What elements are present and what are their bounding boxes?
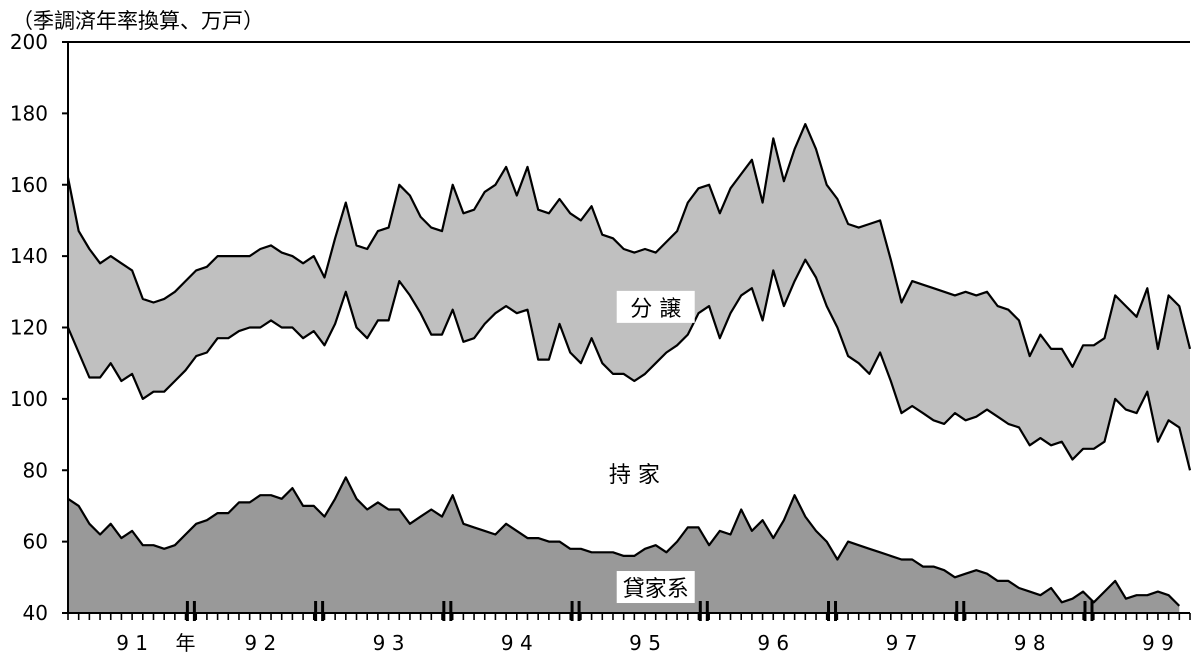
x-year-label: 年 xyxy=(176,631,196,655)
rental-area xyxy=(68,477,1180,613)
y-tick-label: 120 xyxy=(10,316,48,340)
x-year-label: 9 5 xyxy=(629,631,661,655)
rental-label-box xyxy=(616,571,695,604)
x-year-label: 9 9 xyxy=(1142,631,1174,655)
axes: 40 60 80 100 120 140 160 180 200 9 1 年 9 2 9 3 9 4 9 5… xyxy=(10,30,1191,655)
y-tick-label: 80 xyxy=(23,458,48,482)
y-tick-label: 60 xyxy=(23,530,48,554)
rental-label: 貸家系 xyxy=(623,577,689,602)
x-year-label: 9 7 xyxy=(886,631,918,655)
y-tick-label: 100 xyxy=(10,387,48,411)
unit-label: （季調済年率換算、万戸） xyxy=(12,9,264,33)
series-areas xyxy=(68,124,1190,613)
y-tick-label: 40 xyxy=(23,601,48,625)
series-labels: 貸家系 持 家 分 譲 xyxy=(609,290,695,604)
owner-label: 持 家 xyxy=(609,463,660,488)
y-tick-label: 140 xyxy=(10,244,48,268)
owner-line xyxy=(66,258,1192,471)
series-lines xyxy=(66,122,1192,607)
sale-line xyxy=(66,122,1192,368)
y-tick-label: 160 xyxy=(10,173,48,197)
x-year-label: 9 1 xyxy=(116,631,148,655)
rental-line xyxy=(67,476,1181,607)
owner-area xyxy=(68,259,1190,606)
x-year-label: 9 3 xyxy=(373,631,405,655)
x-year-label: 9 2 xyxy=(244,631,276,655)
x-year-label: 9 6 xyxy=(757,631,789,655)
sale-label: 分 譲 xyxy=(630,297,681,322)
sale-label-box xyxy=(616,290,695,323)
x-year-label: 9 8 xyxy=(1014,631,1046,655)
x-year-label: 9 4 xyxy=(501,631,533,655)
y-tick-label: 180 xyxy=(10,101,48,125)
y-tick-label: 200 xyxy=(10,30,48,54)
